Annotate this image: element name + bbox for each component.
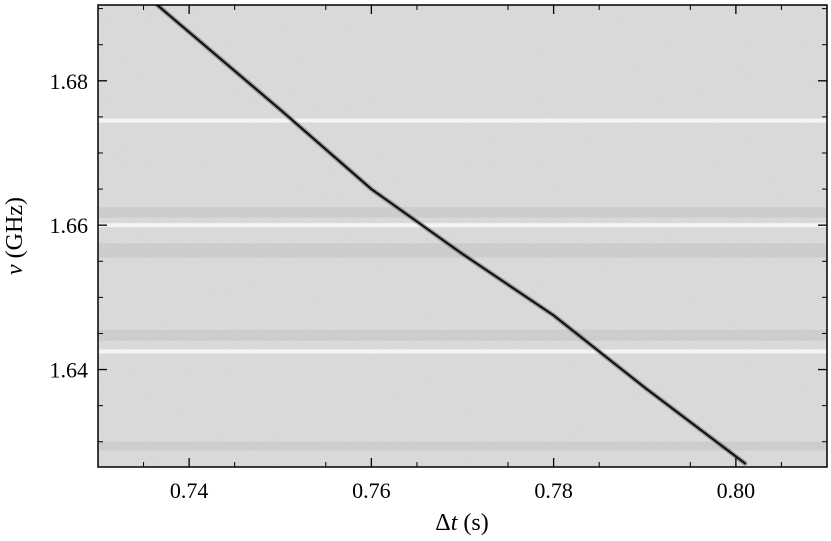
flagged-band-0 xyxy=(98,223,827,228)
plot-area xyxy=(98,5,827,467)
frequency-bands xyxy=(98,118,827,451)
noisy-band-2 xyxy=(98,329,827,341)
noisy-band-1 xyxy=(98,243,827,258)
y-axis-ticks: 1.64 1.66 1.68 xyxy=(50,8,827,443)
flagged-band-2 xyxy=(98,118,827,123)
x-tick-label: 0.78 xyxy=(534,478,573,503)
x-tick-label: 0.74 xyxy=(170,478,209,503)
noisy-band-3 xyxy=(98,441,827,451)
y-axis-label: ν (GHz) xyxy=(2,197,28,275)
x-tick-label: 0.76 xyxy=(352,478,391,503)
dispersion-track xyxy=(156,5,747,465)
x-axis-label-var: t xyxy=(451,510,459,536)
x-axis-label-prefix: Δ xyxy=(435,510,450,536)
y-axis-label-var: ν xyxy=(2,264,28,275)
y-tick-label: 1.64 xyxy=(50,358,89,383)
noise-texture xyxy=(98,5,827,467)
x-tick-label: 0.80 xyxy=(717,478,756,503)
x-axis-label: Δt (s) xyxy=(435,510,488,536)
y-tick-label: 1.68 xyxy=(50,69,89,94)
flagged-band-1 xyxy=(98,349,827,354)
noisy-band-0 xyxy=(98,207,827,218)
y-axis-label-unit: (GHz) xyxy=(2,197,28,264)
x-axis-label-unit: (s) xyxy=(457,510,488,536)
plot-frame xyxy=(97,4,828,468)
x-axis-ticks: 0.74 0.76 0.78 0.80 xyxy=(143,5,782,503)
y-tick-label: 1.66 xyxy=(50,213,89,238)
